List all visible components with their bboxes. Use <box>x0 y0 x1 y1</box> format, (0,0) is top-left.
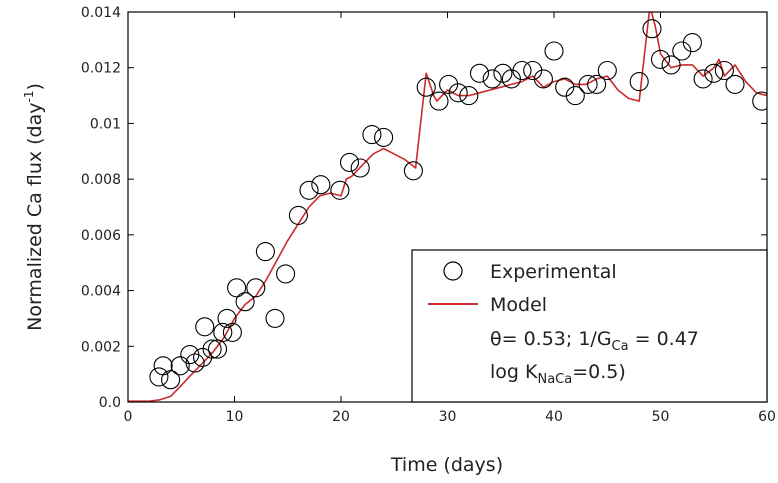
y-tick-label: 0.008 <box>81 172 121 188</box>
x-tick-label: 50 <box>652 409 670 425</box>
experimental-point <box>661 55 681 75</box>
x-tick-label: 20 <box>332 409 350 425</box>
experimental-point <box>650 49 671 69</box>
experimental-point <box>725 74 745 94</box>
legend-param-line-1: θ= 0.53; 1/GCa = 0.47 <box>490 328 699 354</box>
experimental-point <box>288 205 308 225</box>
experimental-point <box>299 180 319 200</box>
experimental-point <box>311 175 331 195</box>
legend: Experimental Model θ= 0.53; 1/GCa = 0.47… <box>411 249 768 403</box>
x-axis-label: Time (days) <box>390 454 503 476</box>
experimental-point <box>217 308 237 328</box>
legend-experimental-label: Experimental <box>490 261 617 283</box>
experimental-point <box>202 339 222 359</box>
x-tick-label: 40 <box>545 409 563 425</box>
experimental-point <box>544 41 564 61</box>
experimental-point <box>587 74 607 94</box>
y-tick-label: 0.012 <box>81 61 121 77</box>
x-tick-label: 0 <box>124 409 133 425</box>
experimental-point <box>469 63 490 83</box>
experimental-point <box>276 264 296 284</box>
axis-ticks: 0 10 20 30 40 50 60 0.0 0.002 0.004 0.006 0.008 0.01… <box>81 5 776 425</box>
experimental-point <box>704 63 724 83</box>
experimental-point <box>682 33 702 53</box>
experimental-point <box>374 127 394 147</box>
experimental-point <box>222 322 242 342</box>
legend-model-label: Model <box>490 294 547 316</box>
experimental-point <box>416 77 436 97</box>
y-axis-label-sup: -1 <box>22 91 36 103</box>
experimental-point <box>227 278 247 298</box>
experimental-point <box>153 356 173 376</box>
experimental-point <box>255 242 275 262</box>
x-tick-label: 60 <box>758 409 776 425</box>
experimental-point <box>597 60 617 81</box>
legend-log-subscript: NaCa <box>537 372 572 387</box>
experimental-point <box>459 86 479 106</box>
experimental-point <box>195 317 215 337</box>
experimental-point <box>714 60 734 81</box>
y-tick-label: 0.006 <box>81 228 121 244</box>
experimental-point <box>161 370 181 390</box>
experimental-point <box>235 292 255 312</box>
experimental-point <box>350 158 370 178</box>
experimental-point <box>482 69 502 89</box>
experimental-point <box>578 74 598 94</box>
experimental-point <box>429 91 449 111</box>
legend-param-line-2: log KNaCa=0.5) <box>490 361 626 387</box>
experimental-point <box>533 69 553 89</box>
y-axis-label: Normalized Ca flux (day-1) <box>22 83 46 331</box>
experimental-point <box>362 125 382 145</box>
experimental-point <box>403 161 423 181</box>
y-tick-label: 0.014 <box>81 5 121 21</box>
x-tick-label: 10 <box>226 409 244 425</box>
plot-area <box>128 12 767 402</box>
experimental-point <box>330 180 350 200</box>
experimental-point <box>149 367 169 387</box>
y-tick-label: 0.0 <box>99 395 121 411</box>
experimental-point <box>185 353 205 373</box>
legend-g-value: = 0.47 <box>629 328 699 350</box>
experimental-point <box>752 91 767 111</box>
experimental-point <box>439 74 459 94</box>
legend-theta-text: θ= 0.53; 1/G <box>490 328 612 350</box>
experimental-point <box>170 356 190 376</box>
experimental-point <box>565 86 585 106</box>
legend-experimental-marker <box>443 261 463 281</box>
experimental-point <box>629 72 649 92</box>
experimental-point <box>512 60 532 81</box>
y-tick-label: 0.01 <box>90 116 121 132</box>
y-tick-label: 0.004 <box>81 284 121 300</box>
legend-box <box>411 249 768 403</box>
y-tick-label: 0.002 <box>81 339 121 355</box>
experimental-point <box>339 152 360 172</box>
y-axis-label-close: ) <box>24 83 46 90</box>
experimental-point <box>265 308 285 328</box>
experimental-point <box>693 69 713 89</box>
experimental-point <box>246 278 266 298</box>
y-axis-label-main: Normalized Ca flux (day <box>24 103 46 331</box>
experimental-point <box>448 83 468 103</box>
x-tick-label: 30 <box>439 409 457 425</box>
experimental-point <box>642 19 662 39</box>
legend-log-text: log K <box>490 361 538 383</box>
experimental-point <box>207 339 228 359</box>
experimental-point <box>213 322 233 342</box>
legend-g-subscript: Ca <box>612 339 629 354</box>
legend-log-value: =0.5) <box>572 361 626 383</box>
